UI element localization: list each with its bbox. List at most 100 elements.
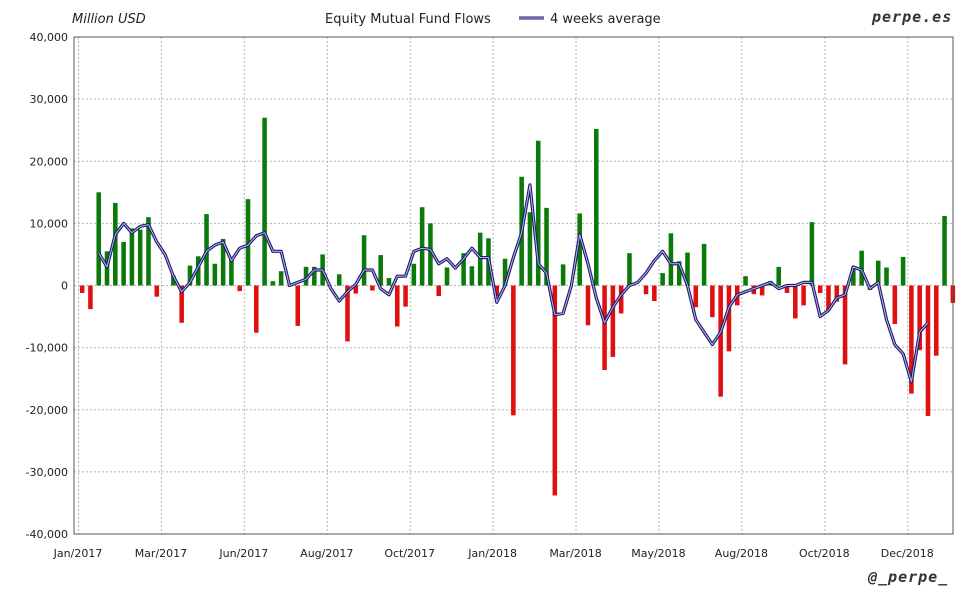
bar-inflow [884, 267, 889, 286]
x-tick-label: Jan/2017 [53, 547, 103, 560]
bar-outflow [154, 285, 160, 297]
bar-inflow [469, 266, 475, 286]
bar-outflow [436, 285, 441, 297]
bar-inflow [137, 229, 143, 286]
x-tick-label: Aug/2017 [300, 547, 353, 560]
bar-inflow [419, 207, 425, 286]
bar-inflow [660, 273, 665, 286]
bar-outflow [295, 285, 301, 326]
legend-label: 4 weeks average [550, 12, 661, 27]
bar-inflow [627, 253, 632, 286]
bar-outflow [552, 285, 558, 496]
bar-outflow [179, 285, 184, 323]
x-tick-label: Mar/2018 [549, 547, 601, 560]
bar-inflow [386, 278, 392, 286]
y-tick-label: 20,000 [30, 155, 69, 168]
bar-outflow [394, 285, 400, 327]
x-tick-label: Jan/2018 [467, 547, 517, 560]
bar-inflow [502, 258, 508, 286]
bar-outflow [403, 285, 408, 307]
bar-inflow [428, 223, 433, 286]
bar-inflow [220, 238, 226, 286]
bar-outflow [643, 285, 649, 295]
bar-outflow [585, 285, 591, 326]
y-tick-label: -20,000 [26, 404, 68, 417]
bar-outflow [917, 285, 922, 351]
bar-inflow [809, 222, 815, 286]
bar-inflow [875, 260, 881, 286]
bar-outflow [79, 285, 85, 293]
x-tick-label: Oct/2018 [799, 547, 850, 560]
bar-inflow [743, 276, 748, 286]
bar-outflow [801, 285, 806, 306]
x-tick-label: Jun/2017 [218, 547, 268, 560]
bar-inflow [361, 235, 367, 286]
bar-inflow [96, 192, 102, 286]
bar-outflow [88, 285, 93, 310]
x-tick-label: Dec/2018 [881, 547, 934, 560]
x-tick-label: May/2018 [631, 547, 685, 560]
bar-inflow [900, 256, 906, 286]
x-tick-label: Oct/2017 [384, 547, 435, 560]
bar-outflow [353, 285, 359, 294]
bar-inflow [527, 212, 533, 286]
bar-inflow [444, 267, 450, 286]
bar-inflow [303, 266, 309, 286]
unit-label: Million USD [72, 12, 146, 27]
bar-outflow [237, 285, 242, 292]
bar-inflow [851, 266, 856, 286]
bar-outflow [254, 285, 259, 333]
average-line-inner [98, 184, 929, 383]
bar-outflow [710, 285, 715, 318]
bar-outflow [834, 285, 840, 302]
brand-bottom: @_perpe_ [867, 568, 948, 586]
bar-outflow [618, 285, 624, 314]
bar-inflow [701, 243, 707, 286]
bar-outflow [759, 285, 765, 296]
bar-inflow [378, 255, 383, 286]
bar-outflow [925, 285, 931, 416]
y-tick-label: -30,000 [26, 466, 68, 479]
bar-inflow [121, 242, 126, 286]
bar-outflow [370, 285, 375, 291]
bar-inflow [187, 265, 193, 286]
y-axis-ticks: -40,000 -30,000 -20,000 -10,000 0 10,000 20,00… [26, 31, 68, 541]
bar-outflow [345, 285, 350, 342]
bar-inflow [229, 258, 234, 286]
bar-outflow [826, 285, 831, 311]
bar-outflow [693, 285, 699, 308]
bar-inflow [129, 228, 135, 286]
x-axis-ticks: Jan/2017 Mar/2017 Jun/2017 Aug/2017 Oct/2017… [53, 547, 934, 560]
bar-inflow [312, 266, 317, 286]
bar-inflow [411, 263, 417, 286]
bar-inflow [245, 199, 251, 286]
average-line-series [97, 183, 930, 384]
x-tick-label: Mar/2017 [135, 547, 187, 560]
chart-title: Equity Mutual Fund Flows [325, 12, 491, 27]
bar-inflow [113, 202, 118, 286]
grid-lines [74, 37, 953, 534]
bar-inflow [685, 252, 690, 286]
bar-outflow [933, 285, 939, 356]
bar-inflow [212, 263, 218, 286]
y-tick-label: 40,000 [30, 31, 69, 44]
bar-outflow [718, 285, 723, 397]
bar-inflow [535, 140, 541, 286]
bar-outflow [652, 285, 657, 302]
bar-outflow [610, 285, 616, 357]
y-tick-label: 0 [61, 280, 68, 293]
bar-inflow [668, 233, 674, 286]
bar-outflow [842, 285, 848, 365]
bar-inflow [577, 213, 582, 286]
y-tick-label: -40,000 [26, 528, 68, 541]
bar-inflow [676, 261, 682, 286]
bar-inflow [278, 271, 284, 286]
bar-outflow [892, 285, 898, 325]
bar-outflow [511, 285, 516, 416]
bar-inflow [336, 274, 342, 286]
bar-inflow [262, 117, 267, 286]
y-tick-label: 30,000 [30, 93, 69, 106]
bar-inflow [776, 266, 781, 286]
bar-outflow [494, 285, 500, 297]
